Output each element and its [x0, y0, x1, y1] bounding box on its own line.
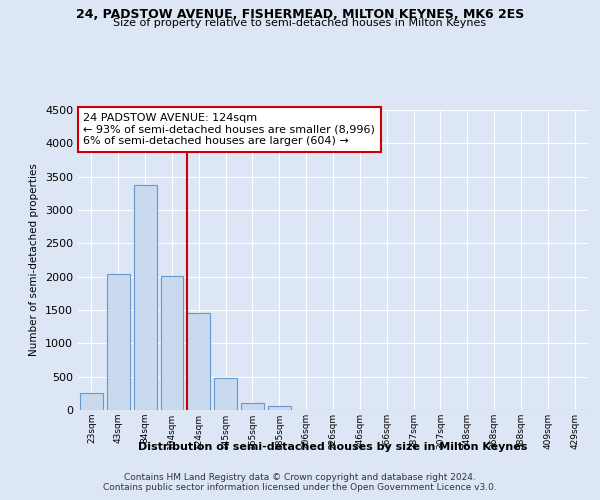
Text: Distribution of semi-detached houses by size in Milton Keynes: Distribution of semi-detached houses by … — [139, 442, 527, 452]
Bar — [187, 312, 210, 410]
Text: 24, PADSTOW AVENUE, FISHERMEAD, MILTON KEYNES, MK6 2ES: 24, PADSTOW AVENUE, FISHERMEAD, MILTON K… — [76, 8, 524, 20]
Text: Contains HM Land Registry data © Crown copyright and database right 2024.
Contai: Contains HM Land Registry data © Crown c… — [103, 472, 497, 492]
Bar — [107, 274, 130, 410]
Bar — [134, 186, 157, 410]
Bar — [80, 392, 103, 410]
Bar — [161, 276, 184, 410]
Y-axis label: Number of semi-detached properties: Number of semi-detached properties — [29, 164, 40, 356]
Bar — [214, 378, 237, 410]
Text: Size of property relative to semi-detached houses in Milton Keynes: Size of property relative to semi-detach… — [113, 18, 487, 28]
Bar — [241, 404, 264, 410]
Text: 24 PADSTOW AVENUE: 124sqm
← 93% of semi-detached houses are smaller (8,996)
6% o: 24 PADSTOW AVENUE: 124sqm ← 93% of semi-… — [83, 113, 375, 146]
Bar — [268, 406, 291, 410]
